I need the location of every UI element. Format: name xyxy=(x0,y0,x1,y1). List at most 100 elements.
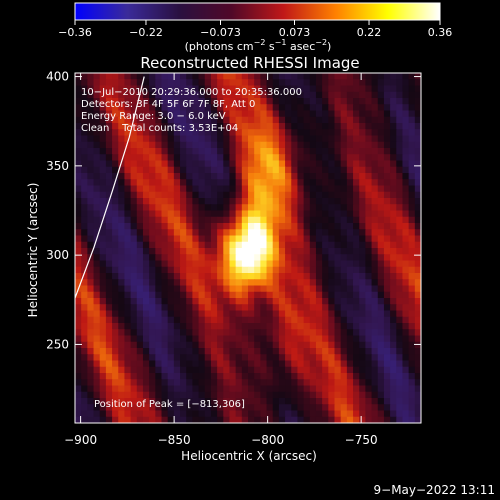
heatmap-cell xyxy=(75,354,82,362)
heatmap-cell xyxy=(155,266,163,274)
heatmap-cell xyxy=(272,354,280,362)
heatmap-cell xyxy=(142,254,150,262)
heatmap-cell xyxy=(272,85,280,93)
heatmap-cell xyxy=(75,248,82,255)
heatmap-cell xyxy=(124,410,132,418)
heatmap-cell xyxy=(266,166,274,174)
heatmap-cell xyxy=(167,210,175,218)
heatmap-cell xyxy=(297,285,305,293)
heatmap-cell xyxy=(340,416,348,423)
heatmap-cell xyxy=(315,104,323,112)
heatmap-cell xyxy=(75,85,82,93)
heatmap-cell xyxy=(180,341,187,349)
heatmap-cell xyxy=(198,204,206,212)
heatmap-cell xyxy=(235,391,243,399)
heatmap-cell xyxy=(87,73,95,80)
heatmap-cell xyxy=(266,154,274,162)
heatmap-cell xyxy=(309,410,317,418)
heatmap-cell xyxy=(136,323,144,330)
heatmap-cell xyxy=(315,285,323,293)
heatmap-cell xyxy=(241,298,249,305)
heatmap-cell xyxy=(142,148,150,155)
heatmap-cell xyxy=(266,91,274,99)
heatmap-cell xyxy=(118,191,126,199)
heatmap-cell xyxy=(142,273,150,280)
heatmap-cell xyxy=(229,229,237,237)
heatmap-cell xyxy=(396,398,404,405)
heatmap-cell xyxy=(173,235,181,243)
heatmap-cell xyxy=(105,73,113,80)
heatmap-cell xyxy=(353,91,360,99)
heatmap-cell xyxy=(75,266,82,274)
heatmap-cell xyxy=(365,416,373,423)
heatmap-cell xyxy=(136,160,144,168)
heatmap-cell xyxy=(124,304,132,312)
heatmap-cell xyxy=(390,304,397,312)
heatmap-cell xyxy=(173,254,181,262)
heatmap-cell xyxy=(142,166,150,174)
heatmap-cell xyxy=(217,285,224,293)
heatmap-cell xyxy=(186,135,193,143)
heatmap-cell xyxy=(186,310,193,318)
heatmap-cell xyxy=(192,398,200,405)
heatmap-cell xyxy=(303,148,311,155)
heatmap-cell xyxy=(315,241,323,249)
heatmap-cell xyxy=(210,385,218,393)
heatmap-cell xyxy=(309,91,317,99)
heatmap-cell xyxy=(414,223,421,230)
heatmap-cell xyxy=(186,391,193,399)
heatmap-cell xyxy=(248,166,255,174)
heatmap-cell xyxy=(297,404,305,412)
heatmap-cell xyxy=(136,260,144,268)
heatmap-cell xyxy=(371,310,379,318)
heatmap-cell xyxy=(112,141,119,149)
heatmap-cell xyxy=(359,248,366,255)
heatmap-cell xyxy=(217,79,224,87)
heatmap-cell xyxy=(99,354,107,362)
heatmap-cell xyxy=(112,266,119,274)
heatmap-cell xyxy=(118,366,126,374)
x-axis-ticks: −900 −850 −800 −750 xyxy=(64,73,378,447)
heatmap-cell xyxy=(235,185,243,193)
heatmap-cell xyxy=(377,104,385,112)
heatmap-cell xyxy=(390,404,397,412)
heatmap-cell xyxy=(105,273,113,280)
heatmap-cell xyxy=(266,198,274,205)
heatmap-cell xyxy=(229,279,237,287)
heatmap-cell xyxy=(173,141,181,149)
heatmap-cell xyxy=(260,173,268,180)
heatmap-cell xyxy=(180,323,187,330)
heatmap-cell xyxy=(210,179,218,187)
heatmap-cell xyxy=(130,385,138,393)
heatmap-cell xyxy=(322,391,329,399)
heatmap-cell xyxy=(124,416,132,423)
heatmap-cell xyxy=(328,91,336,99)
heatmap-cell xyxy=(130,366,138,374)
heatmap-cell xyxy=(340,385,348,393)
heatmap-cell xyxy=(328,85,336,93)
heatmap-cell xyxy=(278,254,286,262)
heatmap-cell xyxy=(254,329,261,337)
heatmap-cell xyxy=(390,310,397,318)
heatmap-cell xyxy=(365,379,373,387)
heatmap-cell xyxy=(260,254,268,262)
heatmap-cell xyxy=(359,148,366,155)
heatmap-cell xyxy=(291,241,299,249)
heatmap-cell xyxy=(112,366,119,374)
heatmap-cell xyxy=(408,204,416,212)
heatmap-cell xyxy=(309,404,317,412)
heatmap-cell xyxy=(124,191,132,199)
heatmap-cell xyxy=(328,354,336,362)
heatmap-cell xyxy=(248,123,255,130)
x-tick-label: −750 xyxy=(345,433,378,447)
heatmap-cell xyxy=(322,160,329,168)
heatmap-cell xyxy=(204,173,212,180)
heatmap-cell xyxy=(217,135,224,143)
heatmap-cell xyxy=(124,398,132,405)
heatmap-cell xyxy=(297,410,305,418)
heatmap-cell xyxy=(192,235,200,243)
heatmap-cell xyxy=(93,291,101,299)
heatmap-cell xyxy=(303,73,311,80)
heatmap-cell xyxy=(161,210,169,218)
heatmap-cell xyxy=(75,360,82,368)
